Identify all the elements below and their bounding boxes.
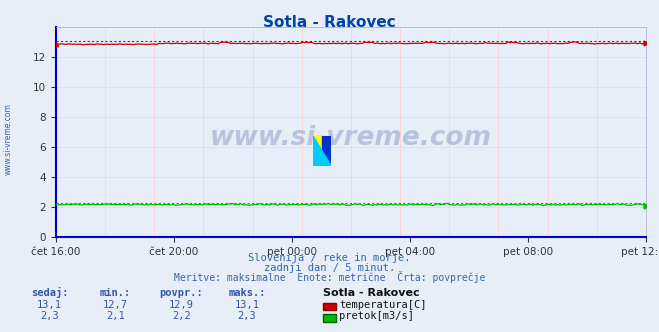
Text: 12,9: 12,9	[169, 300, 194, 310]
Text: zadnji dan / 5 minut.: zadnji dan / 5 minut.	[264, 263, 395, 273]
Text: 2,3: 2,3	[238, 311, 256, 321]
Text: Meritve: maksimalne  Enote: metrične  Črta: povprečje: Meritve: maksimalne Enote: metrične Črta…	[174, 271, 485, 283]
Text: 13,1: 13,1	[37, 300, 62, 310]
Text: www.si-vreme.com: www.si-vreme.com	[210, 125, 492, 151]
Text: pretok[m3/s]: pretok[m3/s]	[339, 311, 415, 321]
Text: 12,7: 12,7	[103, 300, 128, 310]
Text: temperatura[C]: temperatura[C]	[339, 300, 427, 310]
Text: 2,1: 2,1	[106, 311, 125, 321]
Text: Slovenija / reke in morje.: Slovenija / reke in morje.	[248, 253, 411, 263]
Text: povpr.:: povpr.:	[159, 288, 203, 298]
Polygon shape	[313, 136, 322, 166]
Text: 13,1: 13,1	[235, 300, 260, 310]
Polygon shape	[313, 136, 331, 166]
Text: sedaj:: sedaj:	[31, 287, 68, 298]
Text: 2,3: 2,3	[40, 311, 59, 321]
Text: Sotla - Rakovec: Sotla - Rakovec	[263, 15, 396, 30]
Text: min.:: min.:	[100, 288, 131, 298]
Text: 2,2: 2,2	[172, 311, 190, 321]
Text: www.si-vreme.com: www.si-vreme.com	[3, 104, 13, 175]
Polygon shape	[322, 136, 331, 166]
Text: Sotla - Rakovec: Sotla - Rakovec	[323, 288, 420, 298]
Text: maks.:: maks.:	[229, 288, 266, 298]
